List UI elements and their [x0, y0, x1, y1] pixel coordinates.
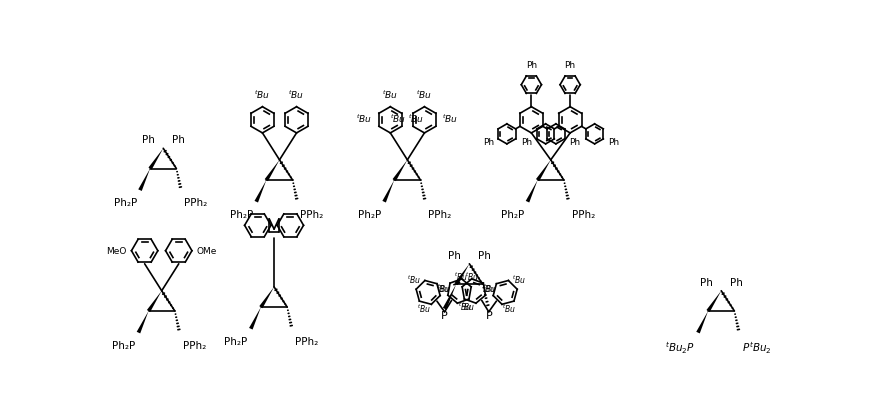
- Text: $^tBu$: $^tBu$: [442, 113, 459, 125]
- Polygon shape: [443, 284, 456, 310]
- Text: $^tBu$: $^tBu$: [417, 302, 431, 315]
- Polygon shape: [137, 311, 148, 334]
- Text: Ph: Ph: [478, 250, 491, 260]
- Polygon shape: [706, 291, 721, 312]
- Text: Ph: Ph: [564, 61, 576, 70]
- Text: Ph₂P: Ph₂P: [358, 209, 381, 219]
- Text: $^tBu$: $^tBu$: [436, 282, 451, 295]
- Polygon shape: [139, 169, 150, 191]
- Text: PPh₂: PPh₂: [572, 209, 595, 219]
- Polygon shape: [454, 264, 469, 285]
- Text: Ph: Ph: [526, 61, 537, 70]
- Text: $^tBu$: $^tBu$: [391, 113, 406, 125]
- Polygon shape: [146, 291, 161, 312]
- Text: P: P: [487, 310, 493, 321]
- Text: Ph: Ph: [483, 137, 494, 146]
- Text: MeO: MeO: [106, 247, 126, 256]
- Polygon shape: [259, 287, 274, 308]
- Text: $^tBu$: $^tBu$: [461, 300, 475, 312]
- Text: $^tBu$: $^tBu$: [437, 282, 451, 295]
- Text: Ph: Ph: [142, 135, 154, 145]
- Text: $^tBu$: $^tBu$: [465, 270, 479, 283]
- Text: $^tBu$: $^tBu$: [407, 273, 421, 285]
- Polygon shape: [148, 149, 163, 170]
- Polygon shape: [526, 181, 537, 203]
- Text: $^tBu$: $^tBu$: [289, 88, 304, 101]
- Text: $^tBu$: $^tBu$: [408, 113, 425, 125]
- Text: PPh₂: PPh₂: [182, 340, 206, 350]
- Text: Ph: Ph: [700, 277, 712, 287]
- Text: Ph₂P: Ph₂P: [224, 336, 248, 346]
- Text: PPh₂: PPh₂: [184, 198, 208, 208]
- Text: PPh₂: PPh₂: [295, 336, 318, 346]
- Text: $^tBu$: $^tBu$: [357, 113, 372, 125]
- Text: $^tBu_2P$: $^tBu_2P$: [664, 340, 695, 355]
- Polygon shape: [255, 181, 266, 203]
- Polygon shape: [249, 308, 261, 330]
- Text: $^tBu$: $^tBu$: [512, 273, 526, 285]
- Text: OMe: OMe: [196, 247, 217, 256]
- Text: Ph: Ph: [569, 137, 580, 146]
- Text: PPh₂: PPh₂: [428, 209, 452, 219]
- Text: $^tBu$: $^tBu$: [382, 88, 399, 101]
- Text: Ph: Ph: [521, 137, 533, 146]
- Text: $^tBu$: $^tBu$: [482, 282, 496, 295]
- Polygon shape: [382, 181, 394, 203]
- Polygon shape: [536, 160, 551, 182]
- Text: $^tBu$: $^tBu$: [416, 88, 433, 101]
- Polygon shape: [696, 311, 708, 334]
- Text: $^tBu$: $^tBu$: [255, 88, 270, 101]
- Text: Ph₂P: Ph₂P: [112, 340, 135, 350]
- Text: Ph: Ph: [448, 250, 460, 260]
- Text: $^tBu$: $^tBu$: [502, 302, 516, 315]
- Text: Ph₂P: Ph₂P: [230, 209, 253, 219]
- Text: Ph: Ph: [172, 135, 185, 145]
- Text: $^tBu$: $^tBu$: [458, 300, 472, 312]
- Text: Ph₂P: Ph₂P: [113, 198, 137, 208]
- Text: P: P: [440, 310, 447, 321]
- Polygon shape: [265, 160, 280, 182]
- Text: PPh₂: PPh₂: [301, 209, 324, 219]
- Text: $^tBu$: $^tBu$: [454, 270, 468, 283]
- Polygon shape: [392, 160, 407, 182]
- Text: $P^tBu_2$: $P^tBu_2$: [742, 340, 772, 355]
- Text: Ph: Ph: [730, 277, 743, 287]
- Text: Ph: Ph: [608, 137, 619, 146]
- Text: $^tBu$: $^tBu$: [483, 282, 497, 295]
- Text: Ph₂P: Ph₂P: [501, 209, 524, 219]
